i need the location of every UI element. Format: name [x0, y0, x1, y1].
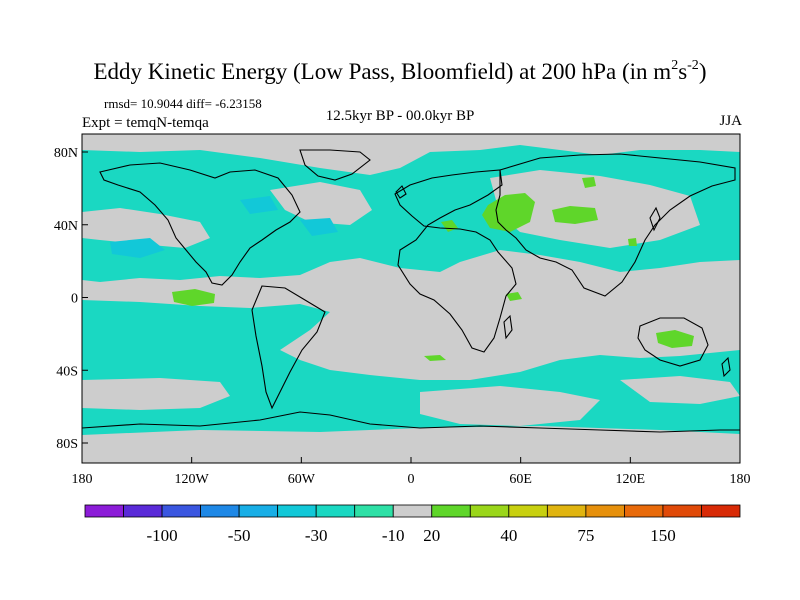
- positive-patch-australia: [656, 330, 694, 348]
- pacific-grey: [82, 208, 210, 248]
- dark-patch-3: [240, 196, 278, 214]
- y-tick-label: 0: [71, 292, 78, 307]
- colorbar-label: 20: [423, 526, 440, 545]
- colorbar-swatch: [161, 504, 201, 518]
- colorbar-swatch: [469, 504, 510, 518]
- antarctica-coast: [82, 411, 740, 433]
- greenland-coast: [299, 149, 371, 181]
- positive-patch-east-asia: [628, 238, 637, 246]
- colorbar-label: -10: [382, 526, 405, 545]
- map-title: Eddy Kinetic Energy (Low Pass, Bloomfiel…: [93, 58, 707, 85]
- north-america-coast: [99, 162, 301, 286]
- y-axis: 80N 40N 0 40S 80S: [54, 146, 88, 452]
- y-tick-label: 80N: [54, 146, 78, 161]
- dark-patch-1: [110, 238, 165, 258]
- colorbar-swatch: [431, 504, 471, 518]
- colorbar-swatch: [200, 504, 240, 518]
- strong-negative-regions: [110, 196, 338, 258]
- southern-ocean-region: [82, 300, 740, 463]
- positive-patch-central-asia: [552, 206, 598, 224]
- southern-grey-3: [620, 376, 740, 404]
- map-plot: [82, 134, 740, 463]
- madagascar-coast: [503, 314, 513, 340]
- colorbar-label: -30: [305, 526, 328, 545]
- colorbar-swatch: [624, 504, 664, 518]
- x-tick-label: 60W: [288, 472, 316, 487]
- europe-africa-coast: [394, 169, 517, 353]
- colorbar-swatch: [546, 504, 587, 518]
- y-tick-label: 40N: [54, 219, 78, 234]
- colorbar-swatch: [508, 504, 548, 518]
- colorbar-swatch: [123, 504, 163, 518]
- colorbar-label: 150: [650, 526, 676, 545]
- x-tick-label: 180: [72, 472, 93, 487]
- stats-text: rmsd= 10.9044 diff= -6.23158: [104, 96, 262, 111]
- colorbar-label: 75: [577, 526, 594, 545]
- near-zero-regions: [82, 150, 740, 463]
- colorbar-label: 40: [500, 526, 517, 545]
- x-axis: 180 120W 60W 0 60E 120E 180: [72, 457, 751, 487]
- colorbar-swatch: [354, 504, 394, 518]
- colorbar-swatch: [315, 504, 356, 518]
- dark-patch-2: [300, 218, 338, 236]
- positive-patch-africa: [506, 292, 522, 301]
- positive-anomaly-regions: [172, 177, 694, 361]
- asia-coast: [495, 153, 736, 297]
- colorbar-swatch: [585, 504, 625, 518]
- uk-coast: [395, 185, 407, 199]
- colorbar-swatch: [84, 504, 124, 518]
- southern-grey-2: [420, 386, 600, 426]
- colorbar-label: -100: [146, 526, 177, 545]
- experiment-label: Expt = temqN-temqa: [82, 115, 209, 131]
- y-tick-label: 40S: [56, 364, 78, 379]
- season-label: JJA: [719, 113, 742, 129]
- south-america-coast: [251, 285, 326, 410]
- colorbar-swatch: [701, 504, 741, 518]
- positive-patch-south-atlantic: [424, 355, 446, 361]
- positive-patch-caspian: [482, 193, 535, 232]
- x-tick-label: 180: [730, 472, 751, 487]
- colorbar: -100 -50 -30 -10 20 40 75 150: [84, 504, 741, 545]
- colorbar-swatch: [238, 504, 279, 518]
- colorbar-swatch: [392, 504, 433, 518]
- japan-coast: [649, 206, 661, 232]
- australia-coast: [637, 317, 709, 367]
- colorbar-swatch: [662, 504, 702, 518]
- north-pacific-grey: [300, 150, 400, 170]
- x-tick-label: 60E: [509, 472, 532, 487]
- x-tick-label: 0: [408, 472, 415, 487]
- y-tick-label: 80S: [56, 437, 78, 452]
- new-zealand-coast: [721, 356, 731, 378]
- colorbar-label: -50: [228, 526, 251, 545]
- period-label: 12.5kyr BP - 00.0kyr BP: [325, 108, 475, 124]
- positive-patch-siberia: [582, 177, 596, 188]
- antarctic-grey: [82, 426, 740, 463]
- x-tick-label: 120E: [616, 472, 646, 487]
- southern-grey-1: [82, 378, 230, 410]
- x-tick-label: 120W: [175, 472, 210, 487]
- coastlines: [82, 149, 740, 433]
- positive-patch-pacific: [172, 289, 215, 306]
- north-atlantic-grey: [270, 182, 372, 225]
- colorbar-swatch: [277, 504, 317, 518]
